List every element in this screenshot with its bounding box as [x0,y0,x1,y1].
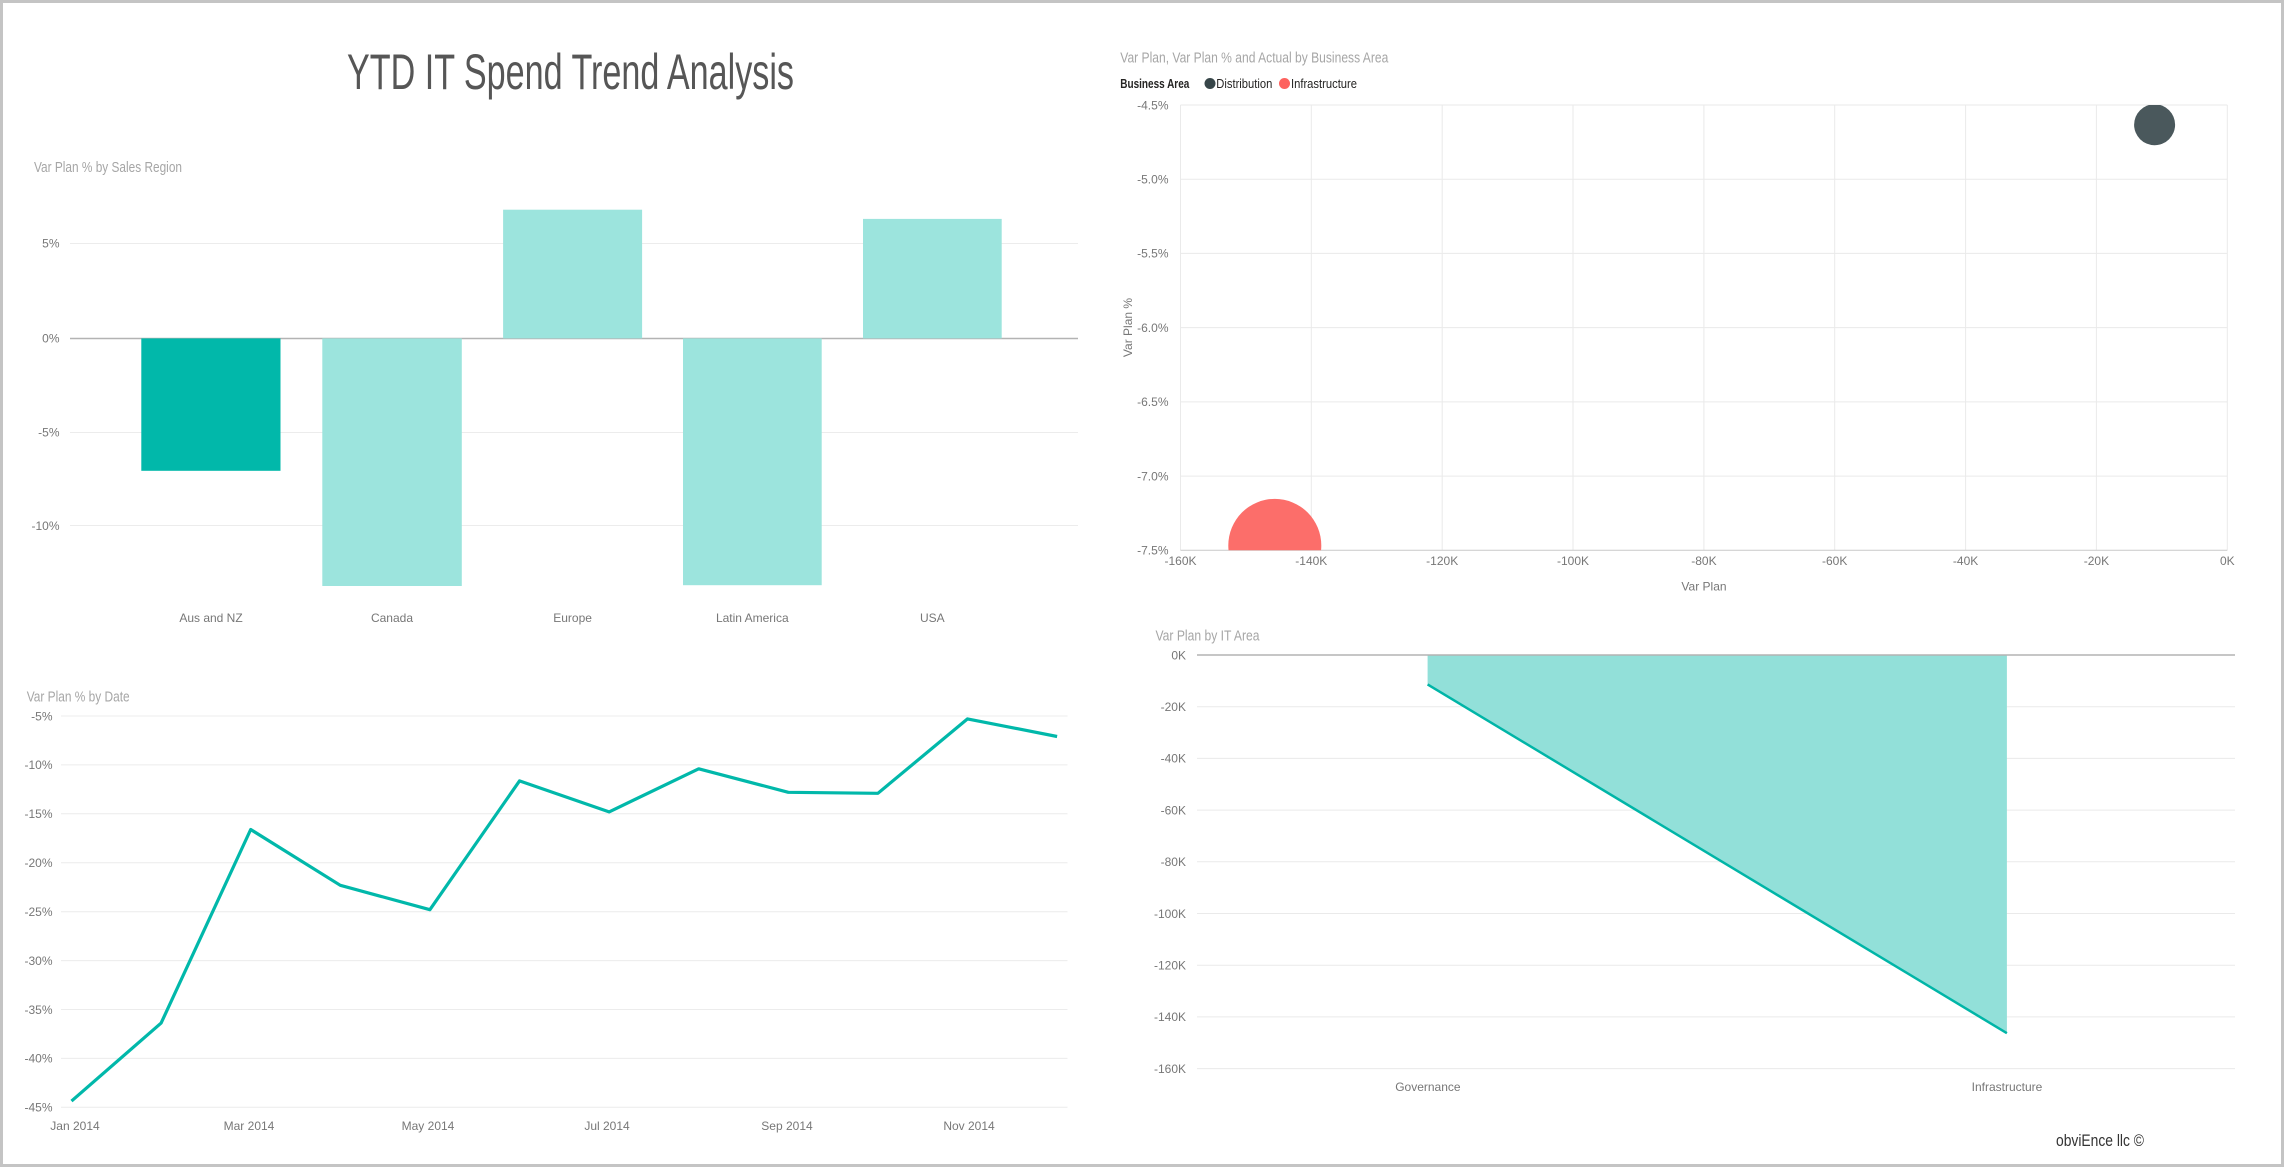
svg-text:-30%: -30% [24,954,52,968]
svg-text:Business Area: Business Area [1120,76,1190,91]
svg-text:0%: 0% [42,332,60,346]
svg-text:-80K: -80K [1161,855,1186,869]
svg-text:Var Plan % by Sales Region: Var Plan % by Sales Region [34,159,182,176]
svg-text:Distribution: Distribution [1216,77,1272,91]
svg-text:Var Plan %: Var Plan % [1121,298,1135,357]
svg-text:-100K: -100K [1154,907,1186,921]
svg-text:Var Plan by IT Area: Var Plan by IT Area [1156,627,1261,644]
svg-text:Mar 2014: Mar 2014 [224,1119,275,1133]
svg-text:Infrastructure: Infrastructure [1291,77,1357,91]
svg-text:-5%: -5% [31,709,53,723]
svg-text:-40%: -40% [24,1052,52,1066]
svg-text:Jan 2014: Jan 2014 [50,1119,100,1133]
svg-text:-40K: -40K [1161,752,1186,766]
svg-text:Var Plan, Var Plan % and Actua: Var Plan, Var Plan % and Actual by Busin… [1120,49,1389,66]
svg-text:-140K: -140K [1154,1010,1186,1024]
svg-text:-45%: -45% [24,1101,52,1115]
svg-text:-5.5%: -5.5% [1137,247,1169,261]
svg-text:-20K: -20K [2084,554,2109,568]
svg-text:-160K: -160K [1154,1062,1186,1076]
svg-text:-5%: -5% [38,426,60,440]
svg-text:0K: 0K [2220,554,2235,568]
svg-text:-60K: -60K [1161,803,1186,817]
svg-text:5%: 5% [42,237,60,251]
svg-text:obviEnce llc ©: obviEnce llc © [2056,1131,2144,1150]
svg-text:Infrastructure: Infrastructure [1972,1080,2043,1094]
svg-text:-6.0%: -6.0% [1137,321,1169,335]
svg-text:-160K: -160K [1164,554,1196,568]
svg-text:Europe: Europe [553,611,592,625]
svg-text:-10%: -10% [24,758,52,772]
svg-text:Governance: Governance [1395,1080,1461,1094]
svg-text:-4.5%: -4.5% [1137,98,1169,112]
svg-text:YTD IT Spend Trend Analysis: YTD IT Spend Trend Analysis [347,44,794,100]
svg-text:Nov 2014: Nov 2014 [943,1119,995,1133]
svg-text:-40K: -40K [1953,554,1978,568]
svg-text:Jul 2014: Jul 2014 [584,1119,630,1133]
svg-text:-100K: -100K [1557,554,1589,568]
svg-text:Sep 2014: Sep 2014 [761,1119,813,1133]
svg-text:-20K: -20K [1161,700,1186,714]
svg-text:May 2014: May 2014 [402,1119,455,1133]
svg-text:-10%: -10% [31,519,59,533]
svg-text:0K: 0K [1171,648,1186,662]
svg-text:-60K: -60K [1822,554,1847,568]
svg-text:Var Plan % by Date: Var Plan % by Date [27,688,130,705]
svg-text:-5.0%: -5.0% [1137,173,1169,187]
svg-text:Aus and NZ: Aus and NZ [179,611,242,625]
svg-text:-7.5%: -7.5% [1137,544,1169,558]
svg-text:-7.0%: -7.0% [1137,469,1169,483]
svg-text:-140K: -140K [1295,554,1327,568]
svg-text:-15%: -15% [24,807,52,821]
svg-text:Var Plan: Var Plan [1681,579,1726,593]
svg-text:-20%: -20% [24,856,52,870]
svg-text:Canada: Canada [371,611,413,625]
svg-text:USA: USA [920,611,945,625]
svg-text:-80K: -80K [1691,554,1716,568]
svg-text:-120K: -120K [1154,959,1186,973]
svg-text:-35%: -35% [24,1003,52,1017]
svg-text:-25%: -25% [24,905,52,919]
svg-text:-120K: -120K [1426,554,1458,568]
svg-text:-6.5%: -6.5% [1137,395,1169,409]
svg-text:Latin America: Latin America [716,611,789,625]
